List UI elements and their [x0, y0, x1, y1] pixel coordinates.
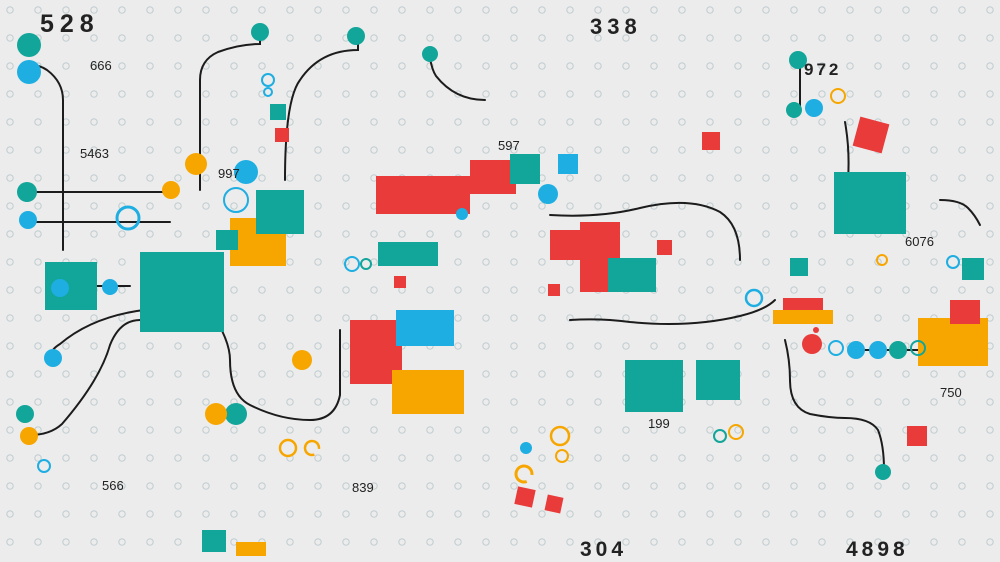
node — [361, 259, 371, 269]
node — [205, 403, 227, 425]
node — [805, 99, 823, 117]
node — [422, 46, 438, 62]
node — [234, 160, 258, 184]
node — [714, 430, 726, 442]
node — [786, 102, 802, 118]
block — [396, 310, 454, 346]
block — [834, 172, 906, 234]
connection-line — [430, 58, 485, 100]
connections — [30, 30, 980, 470]
connection-line — [570, 300, 775, 324]
block — [202, 530, 226, 552]
node — [456, 208, 468, 220]
node — [789, 51, 807, 69]
node — [746, 290, 762, 306]
block — [625, 360, 683, 412]
block — [216, 230, 238, 250]
node — [802, 334, 822, 354]
block — [907, 426, 927, 446]
block — [657, 240, 672, 255]
node — [262, 74, 274, 86]
block — [950, 300, 980, 324]
node — [117, 207, 139, 229]
block — [608, 258, 656, 292]
block — [510, 154, 540, 184]
node — [551, 427, 569, 445]
node — [831, 89, 845, 103]
node — [102, 279, 118, 295]
block — [514, 486, 535, 507]
node — [44, 349, 62, 367]
node — [520, 442, 532, 454]
node — [514, 464, 535, 485]
block — [696, 360, 740, 400]
block — [394, 276, 406, 288]
node — [19, 211, 37, 229]
node — [185, 153, 207, 175]
block — [558, 154, 578, 174]
node — [17, 60, 41, 84]
block — [548, 284, 560, 296]
node — [303, 439, 321, 457]
node — [869, 341, 887, 359]
block — [545, 495, 564, 514]
node — [347, 27, 365, 45]
node — [947, 256, 959, 268]
block — [853, 117, 890, 154]
node — [38, 460, 50, 472]
node — [225, 403, 247, 425]
node — [51, 279, 69, 297]
node — [813, 327, 819, 333]
block — [256, 190, 304, 234]
node — [17, 182, 37, 202]
connection-line — [785, 340, 884, 470]
node — [162, 181, 180, 199]
diagram-canvas — [0, 0, 1000, 562]
block — [773, 310, 833, 324]
node — [877, 255, 887, 265]
node — [847, 341, 865, 359]
block — [790, 258, 808, 276]
connection-line — [30, 320, 160, 435]
block — [962, 258, 984, 280]
node — [345, 257, 359, 271]
connection-line — [940, 200, 980, 225]
node — [556, 450, 568, 462]
block — [378, 242, 438, 266]
block — [550, 230, 580, 260]
node — [264, 88, 272, 96]
block — [236, 542, 266, 556]
node — [538, 184, 558, 204]
block — [702, 132, 720, 150]
node — [889, 341, 907, 359]
block — [140, 252, 224, 332]
node — [251, 23, 269, 41]
block — [470, 160, 516, 194]
node — [20, 427, 38, 445]
node — [875, 464, 891, 480]
block — [392, 370, 464, 414]
node — [16, 405, 34, 423]
connection-line — [285, 40, 358, 180]
node — [829, 341, 843, 355]
block — [918, 318, 988, 366]
block — [270, 104, 286, 120]
node — [292, 350, 312, 370]
block — [275, 128, 289, 142]
block — [376, 176, 470, 214]
node — [17, 33, 41, 57]
node — [280, 440, 296, 456]
